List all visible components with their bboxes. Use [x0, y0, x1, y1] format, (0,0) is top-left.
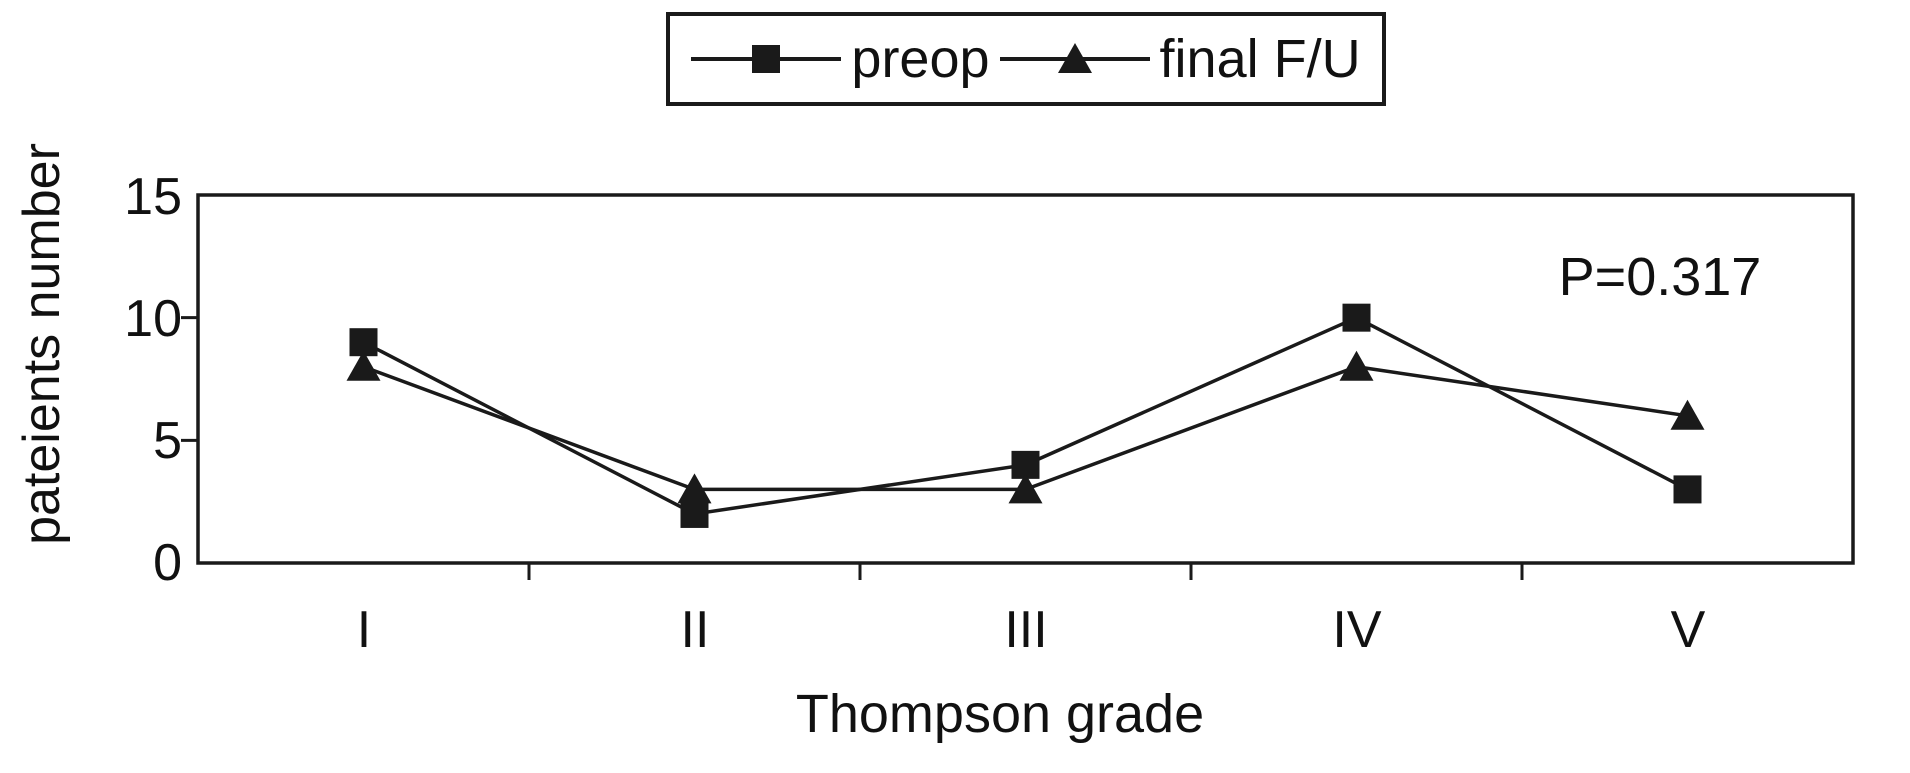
- y-tick-label-15: 15: [124, 168, 182, 226]
- triangle-marker-V: [1670, 399, 1705, 430]
- triangle-marker-III: [1008, 473, 1043, 504]
- triangle-marker-IV: [1339, 350, 1374, 381]
- square-marker-II: [680, 499, 709, 528]
- preop-legend-swatch: [691, 45, 842, 73]
- square-marker-IV: [1342, 303, 1371, 332]
- x-axis-title: Thompson grade: [795, 684, 1205, 744]
- y-tick-label-5: 5: [153, 412, 182, 470]
- x-tick-label-V: V: [1670, 601, 1706, 659]
- y-axis-title: pateients number: [13, 143, 71, 545]
- triangle-marker-icon: [1057, 43, 1092, 73]
- y-tick-label-10: 10: [124, 290, 182, 348]
- legend-box: preop final F/U: [666, 12, 1386, 106]
- legend-label-final-fu: final F/U: [1159, 29, 1361, 89]
- x-tick-label-III: III: [1004, 601, 1048, 659]
- p-value-annotation: P=0.317: [1558, 247, 1762, 307]
- plot-frame: [196, 193, 1855, 565]
- triangle-marker-II: [677, 473, 712, 504]
- square-marker-icon: [752, 45, 781, 73]
- final-fu-legend-swatch: [999, 43, 1150, 73]
- square-marker-V: [1673, 475, 1702, 504]
- legend-label-preop: preop: [851, 29, 990, 89]
- x-tick-label-I: I: [356, 601, 372, 659]
- y-tick-label-0: 0: [153, 534, 182, 592]
- x-tick-label-II: II: [680, 601, 710, 659]
- x-tick-label-IV: IV: [1332, 601, 1382, 659]
- triangle-marker-I: [346, 350, 381, 381]
